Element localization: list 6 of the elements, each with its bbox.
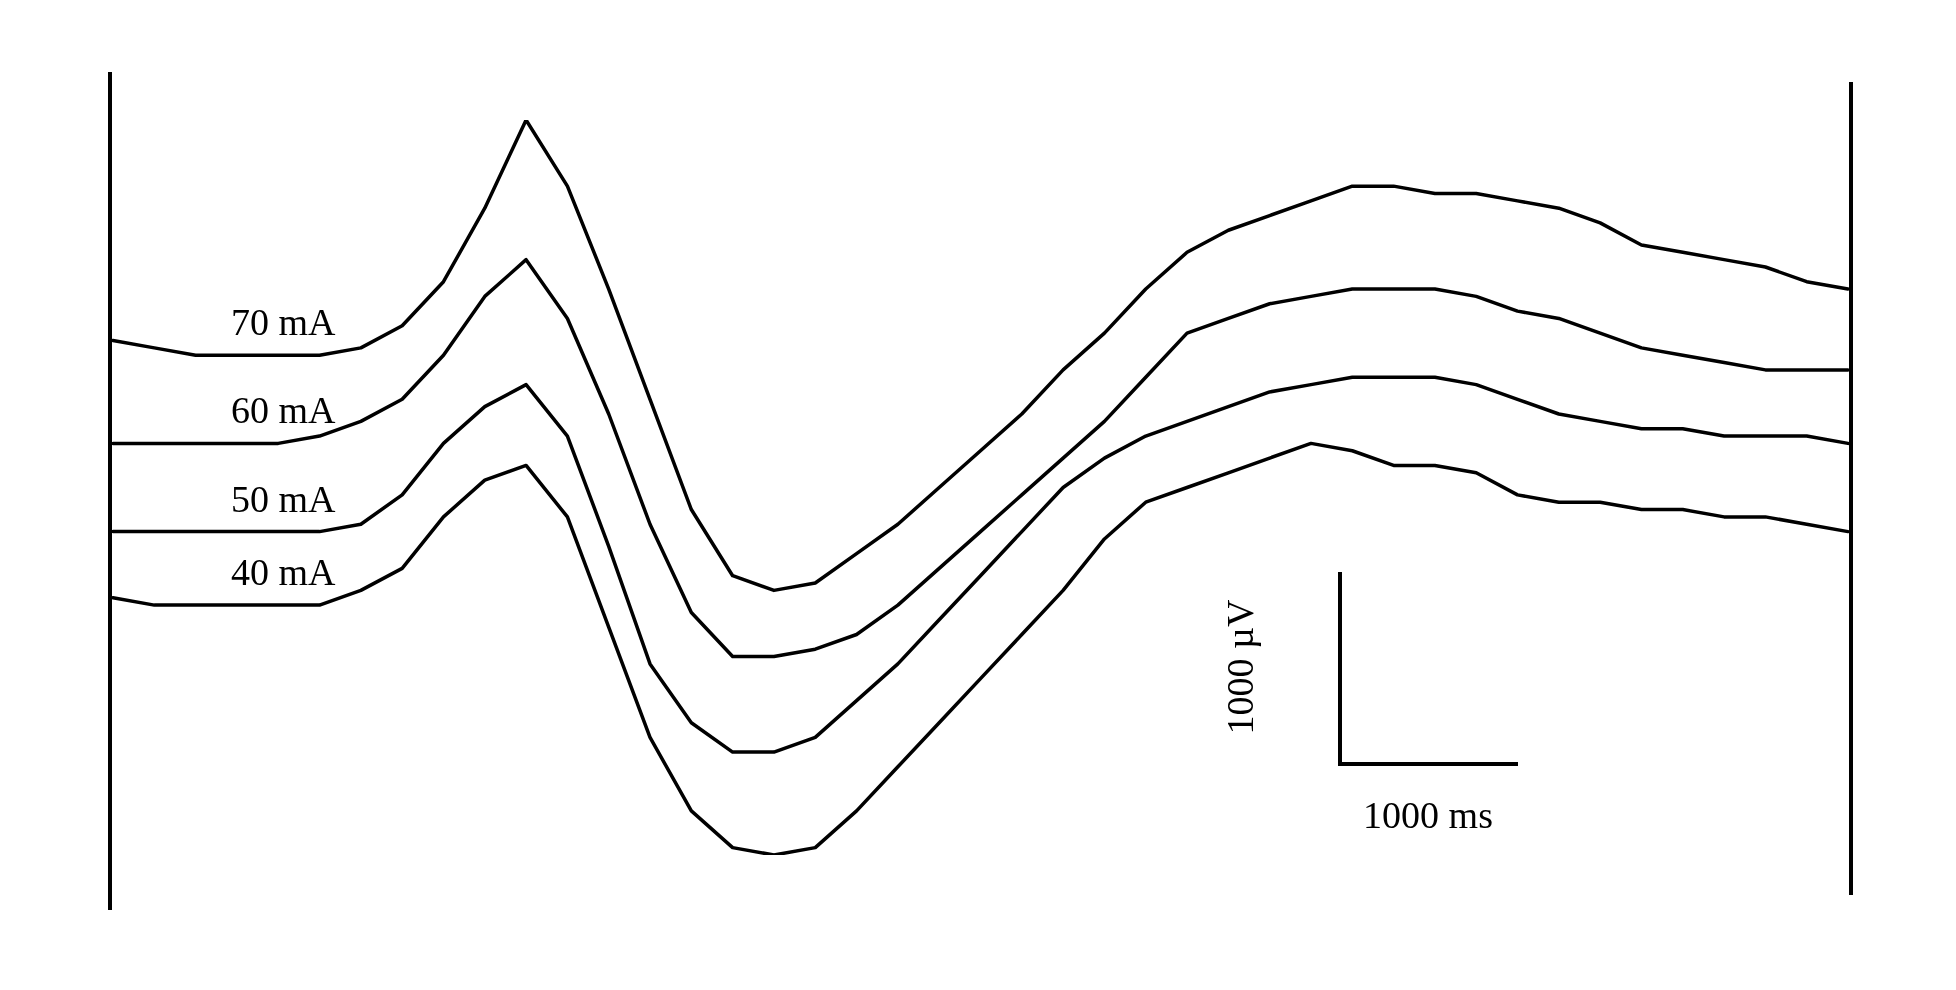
series-label: 50 mA xyxy=(230,477,337,520)
series-label: 40 mA xyxy=(230,551,337,594)
annotation: 1000 µV xyxy=(1218,599,1262,735)
annotation: 1000 ms xyxy=(1363,793,1493,837)
series-label: 70 mA xyxy=(230,301,337,344)
series-label: 60 mA xyxy=(230,389,337,432)
